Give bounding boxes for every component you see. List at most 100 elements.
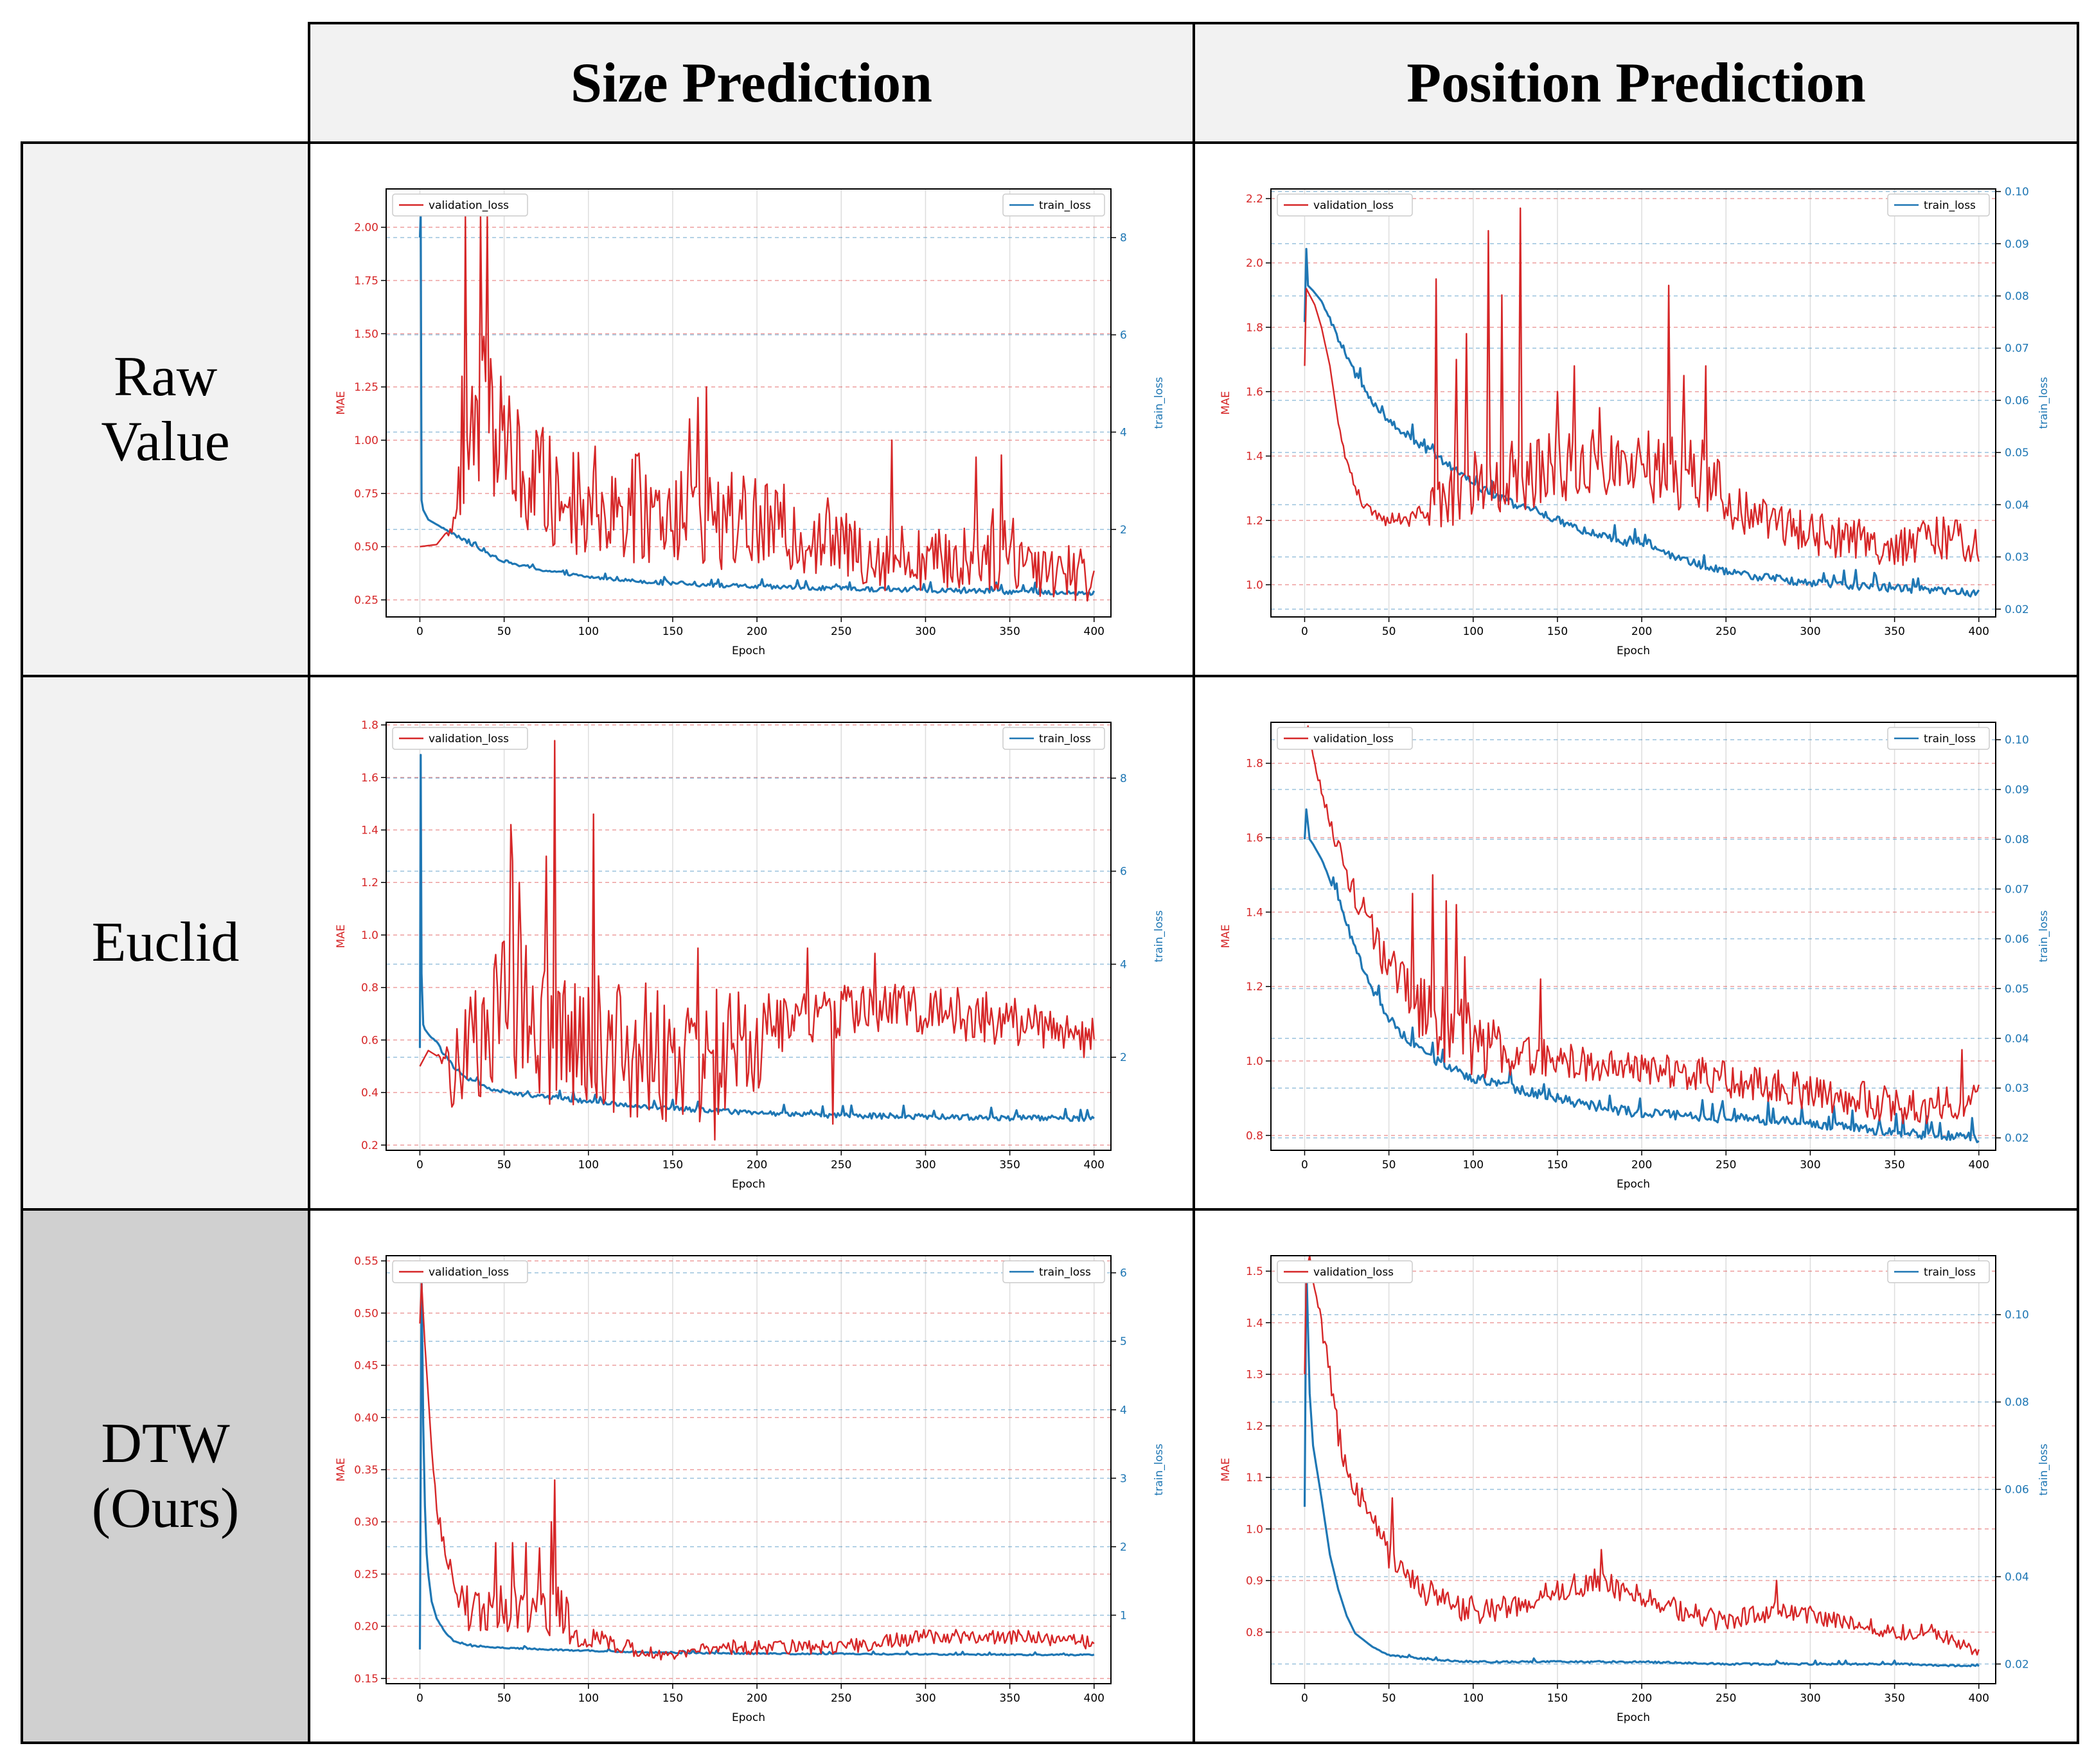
validation-loss-line bbox=[420, 215, 1095, 602]
legend-box bbox=[1277, 1260, 1413, 1283]
x-tick-label: 350 bbox=[999, 1692, 1020, 1705]
row-label-line: Raw bbox=[113, 345, 218, 408]
x-tick-label: 150 bbox=[662, 1692, 683, 1705]
x-tick-label: 300 bbox=[915, 1159, 936, 1172]
legend-label: validation_loss bbox=[429, 1266, 509, 1279]
y2-tick-label: 0.04 bbox=[2005, 1033, 2029, 1046]
y-tick-label: 1.0 bbox=[1246, 1523, 1263, 1536]
x-tick-label: 400 bbox=[1084, 1692, 1105, 1705]
legend-train: train_loss bbox=[1002, 727, 1105, 750]
y-tick-label: 0.55 bbox=[354, 1255, 378, 1268]
train-loss-line bbox=[418, 212, 1096, 596]
y-tick-label: 2.0 bbox=[1246, 257, 1263, 270]
legend-train: train_loss bbox=[1887, 727, 1990, 750]
plot-frame bbox=[386, 188, 1112, 618]
x-tick-label: 50 bbox=[497, 625, 511, 638]
x-tick-label: 150 bbox=[662, 1159, 683, 1172]
validation-loss-line bbox=[419, 1281, 1095, 1661]
plot-frame bbox=[1270, 188, 1996, 618]
x-tick-label: 150 bbox=[1547, 1692, 1568, 1705]
table-border bbox=[21, 1742, 2079, 1744]
y-tick-label: 1.4 bbox=[1246, 450, 1263, 463]
chart-size-raw: 0 50 100 150 200 250 300 350 400 0.25 0.50 0.75 1.00… bbox=[309, 143, 1194, 676]
plot-frame bbox=[386, 722, 1112, 1151]
y2-tick-label: 0.02 bbox=[2005, 1132, 2029, 1145]
x-axis-label: Epoch bbox=[1617, 1711, 1650, 1724]
chart-position-euclid: 0 50 100 150 200 250 300 350 400 0.8 1.0 1.2 1.4 1.6 1… bbox=[1194, 676, 2079, 1209]
x-tick-label: 150 bbox=[1547, 625, 1568, 638]
x-axis-label: Epoch bbox=[732, 1711, 765, 1724]
header-size-prediction: Size Prediction bbox=[309, 23, 1194, 143]
y2-tick-label: 4 bbox=[1120, 1404, 1127, 1417]
y2-axis-label: train_loss bbox=[1153, 910, 1166, 962]
legend-validation: validation_loss bbox=[1277, 727, 1413, 750]
y-tick-label: 0.50 bbox=[354, 1307, 378, 1320]
y2-tick-label: 0.06 bbox=[2005, 933, 2029, 946]
header-position-label: Position Prediction bbox=[1406, 51, 1866, 114]
y2-axis-label: train_loss bbox=[2037, 910, 2050, 962]
x-axis-label: Epoch bbox=[1617, 645, 1650, 657]
y2-tick-label: 0.10 bbox=[2005, 186, 2029, 199]
y-axis-label: MAE bbox=[335, 1457, 348, 1481]
y-tick-label: 0.25 bbox=[354, 1568, 378, 1581]
y-tick-label: 0.75 bbox=[354, 488, 378, 501]
x-tick-label: 250 bbox=[1716, 625, 1736, 638]
row-label-line: Value bbox=[101, 411, 230, 473]
x-tick-label: 250 bbox=[831, 625, 851, 638]
x-tick-label: 250 bbox=[831, 1692, 851, 1705]
chart-svg: 0 50 100 150 200 250 300 350 400 0.8 0.9 1.0 1.1 1.2 1… bbox=[1220, 1254, 2050, 1724]
y2-axis-label: train_loss bbox=[1153, 1443, 1166, 1495]
x-tick-label: 400 bbox=[1969, 1159, 1989, 1172]
x-axis-label: Epoch bbox=[732, 645, 765, 657]
legend-label: train_loss bbox=[1039, 199, 1091, 212]
y-tick-label: 0.4 bbox=[361, 1087, 378, 1100]
y2-tick-label: 2 bbox=[1120, 524, 1127, 537]
table-border bbox=[21, 141, 2079, 144]
x-tick-label: 100 bbox=[1463, 625, 1484, 638]
y-tick-label: 1.8 bbox=[1246, 321, 1263, 334]
legend-box bbox=[392, 727, 528, 750]
y2-tick-label: 1 bbox=[1120, 1609, 1127, 1622]
y-tick-label: 1.0 bbox=[1246, 579, 1263, 592]
row-label-line: DTW bbox=[101, 1412, 230, 1475]
chart-svg: 0 50 100 150 200 250 300 350 400 0.15 0.20 0.25 0.30… bbox=[335, 1255, 1166, 1724]
x-tick-label: 200 bbox=[747, 1692, 767, 1705]
legend-validation: validation_loss bbox=[1277, 193, 1413, 217]
y-tick-label: 0.8 bbox=[1246, 1130, 1263, 1143]
x-tick-label: 250 bbox=[1716, 1692, 1736, 1705]
legend-label: validation_loss bbox=[1313, 1266, 1394, 1279]
chart-position-raw: 0 50 100 150 200 250 300 350 400 1.0 1.2 1.4 1.6 1.8 2… bbox=[1194, 143, 2079, 676]
x-tick-label: 350 bbox=[1884, 625, 1904, 638]
y2-tick-label: 0.10 bbox=[2005, 734, 2029, 747]
x-tick-label: 200 bbox=[1631, 1692, 1652, 1705]
x-tick-label: 0 bbox=[1301, 1159, 1308, 1172]
header-size-label: Size Prediction bbox=[571, 51, 932, 114]
y-tick-label: 0.45 bbox=[354, 1360, 378, 1373]
legend-label: validation_loss bbox=[1313, 733, 1394, 745]
validation-loss-line bbox=[419, 740, 1095, 1141]
y-tick-label: 1.4 bbox=[1246, 906, 1263, 919]
x-tick-label: 100 bbox=[578, 1159, 599, 1172]
y-tick-label: 1.8 bbox=[361, 719, 378, 732]
y-tick-label: 0.20 bbox=[354, 1621, 378, 1634]
validation-loss-line bbox=[1304, 1254, 1980, 1656]
y-axis-label: MAE bbox=[1220, 924, 1232, 948]
y2-tick-label: 0.08 bbox=[2005, 833, 2029, 846]
x-tick-label: 300 bbox=[1800, 1692, 1820, 1705]
legend-label: validation_loss bbox=[1313, 199, 1394, 212]
legend-label: train_loss bbox=[1924, 1266, 1976, 1279]
train-loss-line bbox=[1303, 1261, 1980, 1668]
y2-tick-label: 0.10 bbox=[2005, 1309, 2029, 1322]
row-label-line: (Ours) bbox=[91, 1477, 240, 1540]
train-loss-line bbox=[1303, 247, 1980, 598]
y2-tick-label: 4 bbox=[1120, 958, 1127, 971]
y2-tick-label: 2 bbox=[1120, 1051, 1127, 1064]
y2-axis-label: train_loss bbox=[1153, 377, 1166, 429]
row-label-raw-value: Raw Value bbox=[22, 143, 309, 676]
y-tick-label: 1.2 bbox=[1246, 515, 1263, 528]
y2-tick-label: 0.06 bbox=[2005, 395, 2029, 407]
legend-label: validation_loss bbox=[429, 733, 509, 745]
table-border bbox=[21, 1208, 2079, 1211]
x-tick-label: 350 bbox=[1884, 1692, 1904, 1705]
y-tick-label: 1.8 bbox=[1246, 758, 1263, 771]
